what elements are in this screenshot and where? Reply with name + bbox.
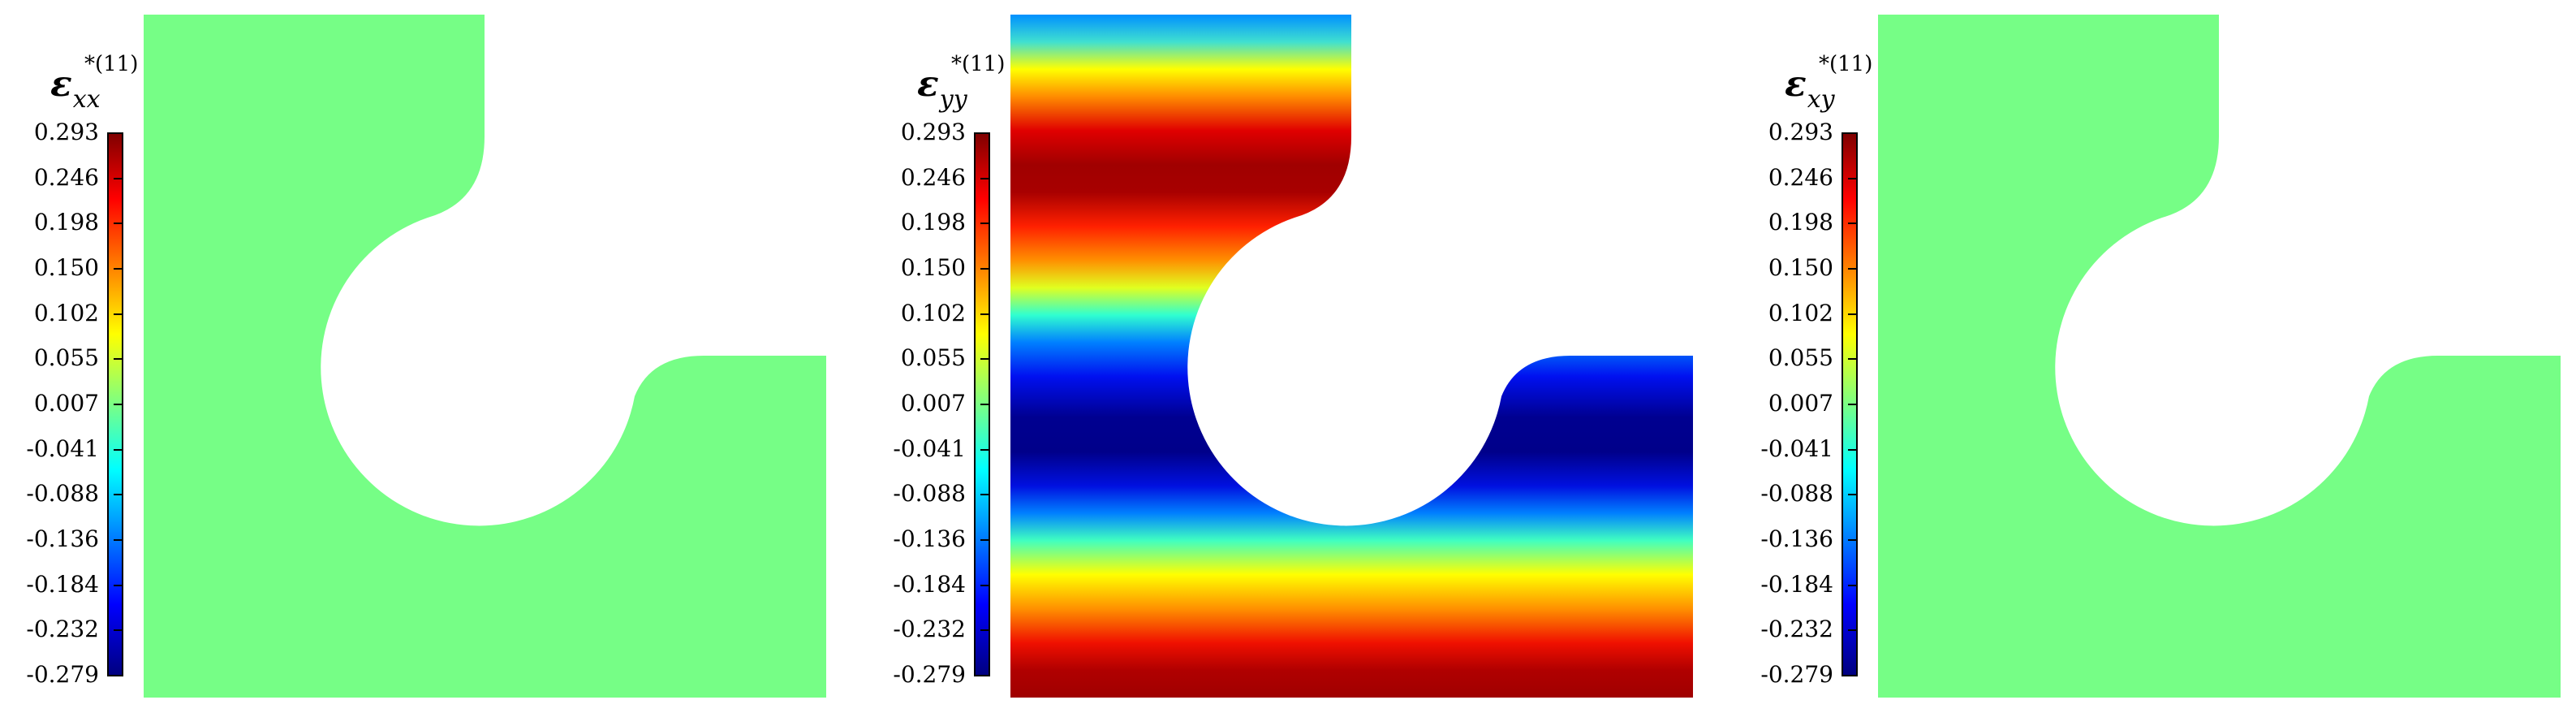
strain-symbol: ε [50,63,72,105]
colorbar-tick [980,132,989,134]
colorbar-tick-label: -0.279 [1760,661,1833,688]
colorbar-tick-label: 0.198 [1768,209,1833,236]
colorbar-tick-label: 0.055 [1768,344,1833,372]
strain-superscript: *(11) [951,52,1006,76]
plate-region [1010,15,1693,698]
colorbar-tick-label: 0.198 [33,209,99,236]
colorbar-title: εxy *(11) [1785,52,1872,114]
colorbar-tick [114,539,122,541]
colorbar-tick-label: 0.055 [900,344,966,372]
colorbar-tick-label: 0.293 [1768,119,1833,145]
colorbar-tick-label: -0.232 [893,616,966,643]
colorbar-tick-label: -0.088 [893,480,966,508]
colorbar-tick-label: 0.102 [1768,299,1833,326]
strain-subscript: xx [72,85,101,114]
colorbar-tick [1848,494,1856,496]
colorbar-tick [1848,584,1856,586]
colorbar-tick-label: 0.055 [33,344,99,372]
colorbar-tick-label: 0.102 [900,299,966,326]
colorbar-tick-label: 0.150 [1768,254,1833,281]
colorbar-tick [114,223,122,225]
panel-eyy: εyy *(11) 0.293 0.246 0.198 0.150 0.102 0.055 0.… [867,0,1725,713]
strain-superscript: *(11) [84,52,139,76]
colorbar-tick [1848,358,1856,361]
colorbar-tick [1848,675,1856,676]
colorbar-tick-label: 0.293 [900,119,966,145]
colorbar-tick [980,675,989,676]
colorbar-tick [1848,132,1856,134]
colorbar-tick [1848,268,1856,270]
strain-field-plot [144,15,826,698]
colorbar-tick [114,584,122,586]
colorbar-tick [980,177,989,179]
colorbar-tick-label: -0.136 [893,525,966,552]
colorbar-tick [980,223,989,225]
colorbar-tick-label: 0.150 [900,254,966,281]
colorbar-tick-label: 0.150 [33,254,99,281]
colorbar-tick [980,629,989,632]
colorbar-tick [980,404,989,405]
colorbar-tick-label: 0.007 [1768,390,1833,417]
colorbar-tick [1848,404,1856,405]
colorbar-tick [114,448,122,451]
colorbar-tick-label: 0.246 [33,163,99,191]
colorbar-tick [114,404,122,405]
colorbar-tick [980,313,989,315]
colorbar-tick [114,358,122,361]
colorbar-tick [980,358,989,361]
plate-region [1878,15,2561,698]
colorbar-tick-label: -0.041 [893,434,966,462]
colorbar-title: εyy *(11) [917,52,1005,114]
colorbar-tick [1848,223,1856,225]
colorbar-tick-label: 0.198 [900,209,966,236]
colorbar-tick [114,629,122,632]
colorbar-tick-label: 0.007 [33,390,99,417]
colorbar-tick [980,268,989,270]
plate-region [144,15,826,698]
colorbar-tick [114,132,122,134]
strain-field-plot [1878,15,2561,698]
panel-exy: εxy *(11) 0.293 0.246 0.198 0.150 0.102 0.055 0.… [1734,0,2576,713]
colorbar-tick [114,313,122,315]
colorbar-tick-label: -0.136 [26,525,99,552]
colorbar-tick [980,448,989,451]
colorbar-tick-label: 0.293 [33,119,99,145]
colorbar-tick-label: 0.246 [900,163,966,191]
colorbar-tick [1848,539,1856,541]
colorbar-title: εxx *(11) [50,52,138,114]
colorbar-tick [114,494,122,496]
colorbar-tick-label: -0.136 [1760,525,1833,552]
colorbar-tick-label: -0.041 [1760,434,1833,462]
colorbar-tick [1848,177,1856,179]
colorbar-tick-label: -0.279 [893,661,966,688]
colorbar-tick-label: -0.041 [26,434,99,462]
strain-symbol: ε [1785,63,1807,105]
colorbar-tick [980,539,989,541]
colorbar-tick [114,177,122,179]
strain-subscript: yy [939,85,967,114]
colorbar-tick [1848,313,1856,315]
strain-subscript: xy [1807,85,1835,114]
strain-field-plot [1010,15,1693,698]
colorbar-tick [1848,629,1856,632]
colorbar-tick [1848,448,1856,451]
colorbar-tick-label: 0.007 [900,390,966,417]
colorbar-tick-label: 0.102 [33,299,99,326]
colorbar-tick [980,494,989,496]
colorbar-tick-label: -0.184 [26,570,99,598]
colorbar-tick-label: 0.246 [1768,163,1833,191]
colorbar-tick-label: -0.279 [26,661,99,688]
colorbar-tick-label: -0.088 [1760,480,1833,508]
colorbar-tick-label: -0.232 [26,616,99,643]
colorbar-tick [114,268,122,270]
colorbar-tick-label: -0.232 [1760,616,1833,643]
colorbar-tick [114,675,122,676]
strain-superscript: *(11) [1819,52,1873,76]
colorbar-tick-label: -0.184 [893,570,966,598]
colorbar-tick-label: -0.184 [1760,570,1833,598]
panel-exx: εxx *(11) 0.293 0.246 0.198 0.150 0.102 0.055 0.… [0,0,859,713]
strain-symbol: ε [917,63,939,105]
colorbar-tick-label: -0.088 [26,480,99,508]
colorbar-tick [980,584,989,586]
